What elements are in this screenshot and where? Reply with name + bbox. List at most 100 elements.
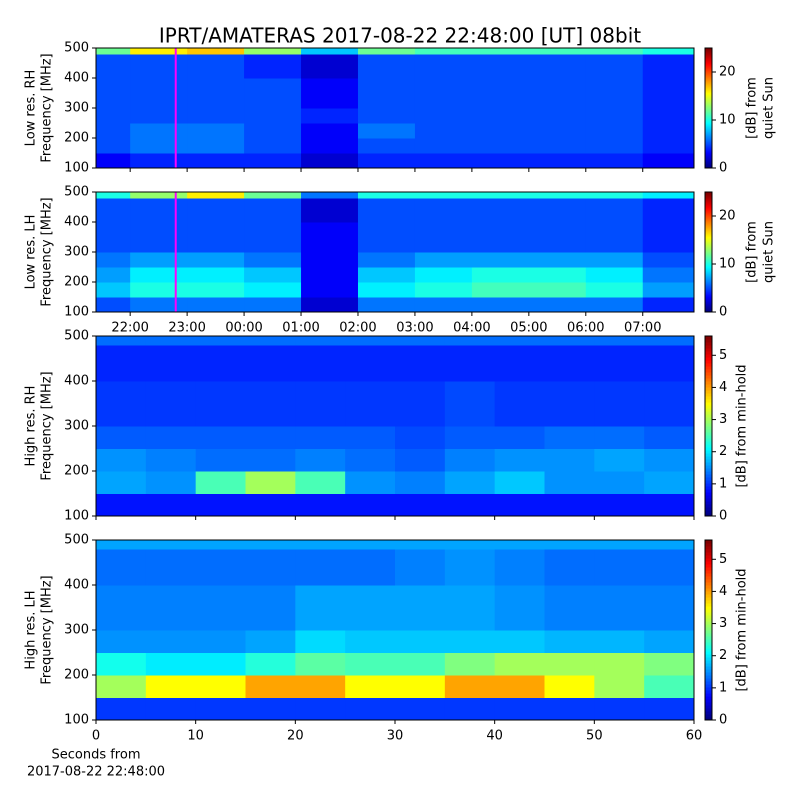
colorbar-swatch (705, 128, 712, 131)
heatmap-cell (494, 585, 545, 631)
colorbar-swatch (705, 66, 712, 69)
colorbar-swatch (705, 486, 712, 490)
heatmap-cell (528, 267, 587, 283)
heatmap-cell (187, 54, 245, 79)
heatmap-cell (642, 153, 695, 169)
colorbar-tick-label: 0 (719, 713, 727, 728)
x-tick-label: 07:00 (624, 321, 661, 336)
heatmap-cell (544, 493, 595, 517)
heatmap-cell (245, 549, 296, 586)
colorbar-swatch (705, 543, 712, 547)
colorbar-label: [dB] from min-hold (735, 364, 750, 487)
colorbar-swatch (705, 657, 712, 661)
colorbar-swatch (705, 148, 712, 151)
colorbar-frame (704, 335, 713, 517)
heatmap-cell (245, 426, 296, 449)
heatmap-cell (585, 252, 644, 268)
heatmap-cell (395, 336, 446, 346)
colorbar-swatch (705, 597, 712, 601)
colorbar-swatch (705, 284, 712, 287)
x-tick-label: 01:00 (282, 321, 319, 336)
colorbar-swatch (705, 54, 712, 57)
heatmap-cell (444, 493, 496, 517)
y-axis-label: High res. LH (24, 590, 39, 669)
colorbar-swatch (705, 224, 712, 227)
y-tick-label: 400 (64, 374, 89, 389)
heatmap-cell (345, 675, 396, 698)
heatmap-cell (145, 540, 197, 550)
y-tick-label: 100 (64, 713, 89, 728)
heatmap-cell (195, 585, 246, 631)
colorbar-swatch (705, 146, 712, 149)
heatmap-cell (96, 108, 131, 124)
colorbar-swatch (705, 480, 712, 484)
colorbar-swatch (705, 236, 712, 239)
heatmap-cell (544, 336, 595, 346)
colorbar-swatch (705, 372, 712, 376)
heatmap-cell (96, 123, 131, 139)
colorbar-swatch (705, 477, 712, 481)
colorbar-swatch (705, 396, 712, 400)
colorbar-label: quiet Sun (762, 221, 777, 283)
colorbar-swatch (705, 432, 712, 436)
heatmap-cell (357, 282, 416, 298)
heatmap-cell (145, 336, 197, 346)
colorbar-swatch (705, 292, 712, 295)
colorbar-swatch (705, 393, 712, 397)
colorbar-swatch (705, 216, 712, 219)
heatmap-cell (395, 549, 446, 586)
heatmap-cell (471, 282, 530, 298)
heatmap-cell (130, 252, 188, 268)
heatmap-cell (295, 697, 346, 721)
heatmap-cell (187, 153, 245, 169)
heatmap-cell (357, 297, 416, 313)
heatmap-cell (544, 426, 595, 449)
colorbar-swatch (705, 82, 712, 85)
y-axis-label: High res. RH (24, 386, 39, 467)
heatmap-cell (245, 336, 296, 346)
colorbar-swatch (705, 426, 712, 430)
colorbar-swatch (705, 702, 712, 706)
heatmap-cell (130, 123, 188, 139)
heatmap-cell (295, 381, 346, 427)
heatmap-cell (444, 652, 496, 676)
colorbar-swatch (705, 276, 712, 279)
heatmap-cell (187, 297, 245, 313)
heatmap-cell (195, 381, 246, 427)
heatmap-cell (471, 108, 530, 124)
colorbar-swatch (705, 96, 712, 99)
heatmap-cell (195, 493, 246, 517)
heatmap-cell (187, 282, 245, 298)
colorbar-swatch (705, 210, 712, 213)
heatmap-cell (444, 336, 496, 346)
heatmap-cell (301, 54, 359, 79)
colorbar-swatch (705, 58, 712, 61)
heatmap-cell (494, 630, 545, 653)
colorbar-swatch (705, 90, 712, 93)
heatmap-cell (444, 471, 496, 494)
heatmap-cell (395, 675, 446, 698)
colorbar-swatch (705, 660, 712, 664)
heatmap-cell (594, 697, 645, 721)
colorbar-swatch (705, 366, 712, 370)
heatmap-cell (357, 222, 416, 253)
heatmap-cell (585, 198, 644, 223)
heatmap-cell (244, 153, 302, 169)
colorbar-swatch (705, 130, 712, 133)
heatmap-cell (96, 426, 147, 449)
heatmap-cell (130, 78, 188, 109)
heatmap-cell (644, 675, 695, 698)
heatmap-cell (195, 652, 246, 676)
heatmap-cell (357, 252, 416, 268)
heatmap-cell (528, 153, 587, 169)
colorbar-swatch (705, 136, 712, 139)
colorbar-swatch (705, 573, 712, 577)
heatmap-cell (357, 153, 416, 169)
colorbar-swatch (705, 447, 712, 451)
heatmap-cell (444, 426, 496, 449)
colorbar-swatch (705, 414, 712, 418)
heatmap-cell (187, 108, 245, 124)
colorbar-label: quiet Sun (762, 77, 777, 139)
heatmap-cell (494, 381, 545, 427)
heatmap-cell (544, 652, 595, 676)
